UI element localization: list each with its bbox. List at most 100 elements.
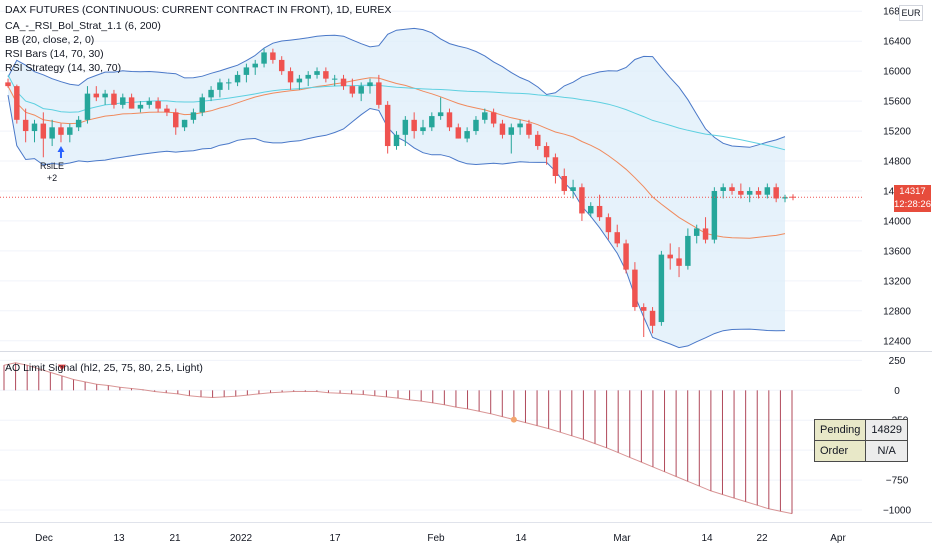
bb-basis-line (7, 77, 786, 239)
pending-order-table: Pending 14829 Order N/A (813, 419, 908, 462)
candle-body (261, 52, 267, 64)
time-tick-label: 22 (756, 533, 768, 544)
candle-body (367, 82, 373, 87)
candle-body (411, 119, 417, 132)
candle-body (588, 205, 594, 214)
price-tick-label: 15200 (883, 127, 911, 138)
bollinger-bands (7, 27, 786, 349)
indicator-legend-ca-rsi[interactable]: CA_-_RSI_Bol_Strat_1.1 (6, 200) (5, 20, 161, 32)
candle-body (314, 71, 320, 75)
candle-body (490, 112, 497, 124)
candle-body (296, 78, 303, 83)
candle-body (22, 119, 29, 132)
candle-body (181, 119, 188, 128)
time-tick-label: 14 (701, 533, 713, 544)
lower-tick-label: 250 (889, 356, 906, 367)
lower-tick-label: −750 (886, 476, 909, 487)
indicator-legend-bb[interactable]: BB (20, close, 2, 0) (5, 34, 95, 46)
candle-body (543, 146, 550, 158)
lower-tick-label: 0 (894, 386, 900, 397)
candle-body (358, 86, 364, 94)
candle-body (429, 116, 435, 128)
price-tick-label: 15600 (883, 97, 911, 108)
time-tick-label: 21 (169, 533, 181, 544)
candle-body (649, 310, 656, 326)
candle-body (667, 254, 673, 259)
candle-body (402, 119, 409, 135)
table-cell-value: 14829 (865, 419, 908, 441)
candle-body (243, 67, 250, 75)
candle-body (499, 123, 506, 135)
bb-upper-line (7, 27, 786, 148)
candle-body (111, 93, 117, 105)
candle-body (711, 190, 718, 240)
indicator-legend-rsi-bars[interactable]: RSI Bars (14, 70, 30) (5, 48, 104, 60)
candle-body (67, 127, 73, 135)
pane-separator (0, 351, 932, 352)
histogram-outline (3, 362, 793, 515)
candle-body (234, 74, 241, 83)
candle-body (702, 228, 709, 240)
table-row: Order N/A (813, 440, 908, 462)
candle-body (455, 127, 462, 139)
candle-body (164, 108, 170, 113)
price-tick-label: 16800 (883, 7, 911, 18)
last-price-line (0, 194, 862, 201)
price-tick-label: 14800 (883, 157, 911, 168)
bar-countdown: 12:28:26 (894, 199, 931, 210)
candle-body (217, 82, 223, 90)
signal-arrow-up-icon (57, 146, 65, 158)
candle-body (676, 258, 682, 266)
candle-body (58, 127, 64, 135)
candle-body (640, 307, 647, 311)
candle-body (464, 131, 470, 139)
candle-body (84, 93, 91, 120)
lower-pane-title[interactable]: AO Limit Signal (hl2, 25, 75, 80, 2.5, L… (5, 362, 203, 374)
candle-body (482, 112, 488, 120)
candle-body (746, 190, 753, 195)
candle-body (146, 101, 153, 105)
candle-body (305, 74, 311, 79)
candle-body (446, 112, 453, 128)
price-axis[interactable]: 1240012800132001360014000144001480015200… (883, 7, 911, 348)
lower-tick-label: −1000 (883, 506, 912, 517)
candle-body (508, 127, 515, 135)
candle-body (270, 52, 276, 60)
candle-body (764, 187, 771, 195)
candle-body (49, 127, 55, 139)
candle-body (155, 101, 161, 109)
candle-body (14, 86, 20, 120)
signal-qty: +2 (46, 173, 58, 183)
candle-body (623, 243, 629, 270)
candle-body (75, 119, 82, 128)
indicator-legend-rsi-strategy[interactable]: RSI Strategy (14, 30, 70) (5, 62, 122, 74)
signal-name: RsiLE (40, 161, 65, 171)
time-axis-border (0, 522, 932, 523)
candle-body (31, 123, 38, 132)
time-axis[interactable]: Dec 13 21 2022 17 Feb 14 Mar 14 22 Apr (35, 533, 846, 544)
candle-body (605, 217, 612, 233)
candle-body (120, 97, 126, 105)
candle-body (384, 104, 391, 147)
currency-badge[interactable]: EUR (899, 5, 923, 21)
last-price-tag: 14317 12:28:26 (894, 185, 931, 212)
candle-body (782, 197, 788, 199)
candle-body (720, 187, 726, 191)
price-tick-label: 13600 (883, 246, 911, 257)
symbol-title: DAX FUTURES (CONTINUOUS: CURRENT CONTRAC… (5, 4, 392, 16)
candle-body (128, 97, 135, 109)
candle-body (349, 86, 356, 94)
candle-body (252, 63, 258, 68)
candle-body (685, 235, 691, 266)
candlestick-series (5, 48, 788, 338)
time-tick-label: 17 (329, 533, 341, 544)
time-tick-label: Apr (830, 533, 846, 544)
candle-body (773, 187, 779, 199)
time-tick-label: 13 (113, 533, 125, 544)
candle-body (526, 123, 532, 135)
candle-body (40, 123, 47, 139)
table-cell-label: Order (813, 440, 867, 462)
time-tick-label: Dec (35, 533, 53, 544)
time-tick-label: 14 (515, 533, 527, 544)
